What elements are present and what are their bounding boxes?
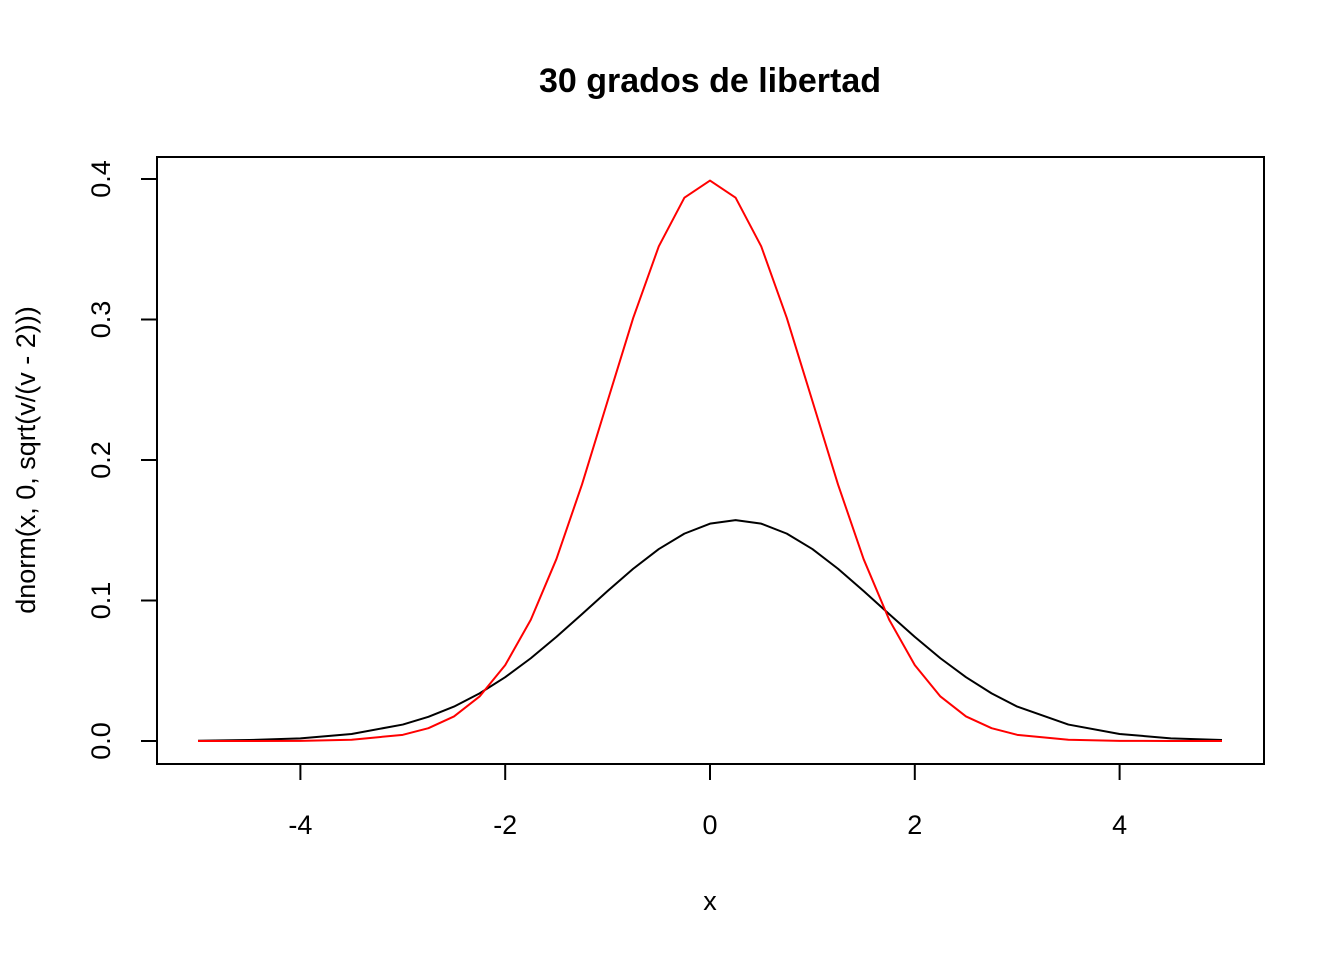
y-axis: 0.0 0.1 0.2 0.3 0.4 bbox=[86, 160, 158, 760]
series-group bbox=[197, 179, 1223, 742]
x-tick-label: 2 bbox=[907, 810, 922, 840]
x-axis-label: x bbox=[703, 886, 717, 916]
y-tick-label: 0.1 bbox=[86, 582, 116, 620]
x-tick-label: 0 bbox=[702, 810, 717, 840]
x-axis: -4 -2 0 2 4 bbox=[288, 763, 1127, 840]
series-line-1 bbox=[197, 519, 1223, 742]
y-tick-label: 0.3 bbox=[86, 301, 116, 339]
chart-title: 30 grados de libertad bbox=[539, 62, 881, 100]
series-line-2 bbox=[198, 179, 1222, 742]
x-tick-label: 4 bbox=[1112, 810, 1127, 840]
y-axis-label: dnorm(x, 0, sqrt(v/(v - 2))) bbox=[11, 306, 41, 614]
x-tick-label: -2 bbox=[493, 810, 517, 840]
x-tick-label: -4 bbox=[288, 810, 312, 840]
y-tick-label: 0.0 bbox=[86, 722, 116, 760]
plot-frame bbox=[156, 156, 1265, 765]
y-tick-label: 0.4 bbox=[86, 160, 116, 198]
y-tick-label: 0.2 bbox=[86, 441, 116, 479]
